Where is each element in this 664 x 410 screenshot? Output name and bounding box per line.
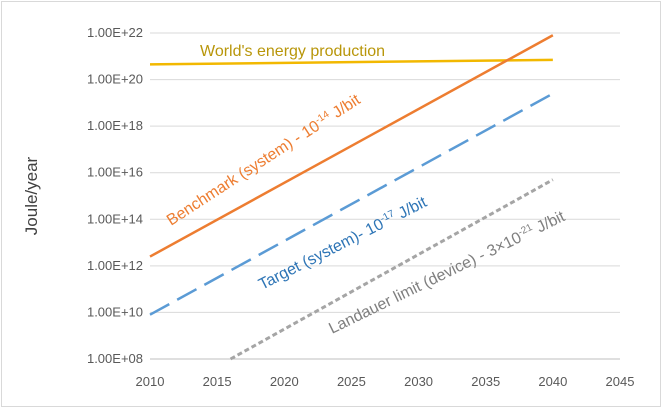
y-tick-label: 1.00E+12 [87, 258, 143, 273]
x-tick-labels: 2010 2015 2020 2025 2030 2035 2040 2045 [136, 374, 635, 389]
x-tick-label: 2020 [270, 374, 299, 389]
y-tick-label: 1.00E+18 [87, 118, 143, 133]
series-lines [149, 34, 554, 361]
series-line-1 [149, 58, 553, 66]
x-tick-label: 2025 [337, 374, 366, 389]
y-tick-label: 1.00E+08 [87, 351, 143, 366]
x-tick-label: 2015 [203, 374, 232, 389]
x-tick-label: 2040 [538, 374, 567, 389]
series-line-4 [229, 178, 554, 361]
y-axis-label: Joule/year [22, 156, 41, 235]
series-labels: World's energy production Benchmark (syst… [163, 43, 568, 338]
y-tick-label: 1.00E+20 [87, 72, 143, 87]
series-label-1: World's energy production [200, 43, 385, 60]
y-tick-label: 1.00E+22 [87, 25, 143, 40]
y-tick-label: 1.00E+16 [87, 165, 143, 180]
x-tick-label: 2045 [606, 374, 635, 389]
y-tick-label: 1.00E+10 [87, 304, 143, 319]
series-line-3 [149, 92, 554, 316]
y-tick-labels: 1.00E+08 1.00E+10 1.00E+12 1.00E+14 1.00E+16… [87, 25, 143, 366]
x-tick-label: 2030 [404, 374, 433, 389]
series-label-2: Benchmark (system) - 10-14 J/bit [163, 90, 364, 229]
x-tick-label: 2010 [136, 374, 165, 389]
x-tick-label: 2035 [471, 374, 500, 389]
series-line-2 [149, 34, 554, 258]
y-tick-label: 1.00E+14 [87, 211, 143, 226]
